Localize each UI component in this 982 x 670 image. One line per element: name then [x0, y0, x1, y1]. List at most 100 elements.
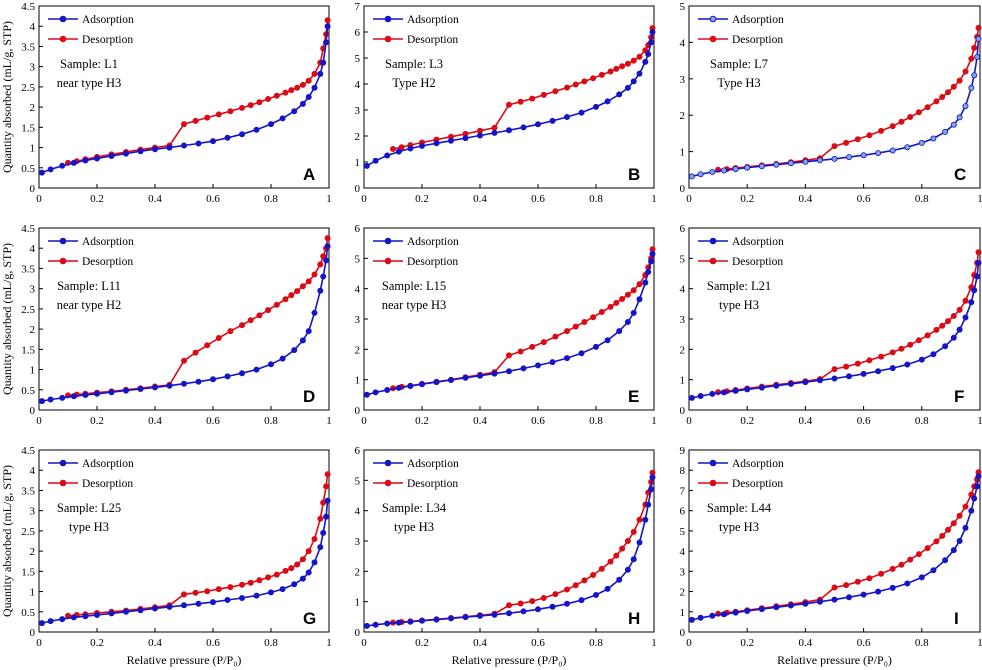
adsorption-point [744, 386, 751, 393]
x-tick-label: 0.8 [264, 193, 278, 205]
adsorption-point [47, 618, 54, 625]
y-tick-label: 1 [30, 587, 36, 599]
adsorption-point [462, 135, 469, 142]
adsorption-point [971, 72, 978, 79]
hysteresis-type-label: near type H2 [57, 298, 122, 312]
desorption-point [907, 556, 914, 563]
y-tick-label: 3 [30, 284, 36, 296]
desorption-point [878, 127, 885, 134]
y-tick-label: 4 [355, 79, 361, 91]
y-tick-label: 4.5 [21, 445, 35, 457]
adsorption-point [648, 39, 655, 46]
hysteresis-type-label: type H3 [719, 298, 759, 312]
desorption-point [945, 318, 952, 325]
adsorption-point [817, 377, 824, 384]
desorption-line [718, 252, 980, 393]
desorption-point [907, 114, 914, 121]
sample-label: Sample: L11 [57, 279, 121, 293]
desorption-point [282, 296, 289, 303]
adsorption-point [47, 166, 54, 173]
adsorption-point [70, 159, 77, 166]
adsorption-point [418, 617, 425, 624]
panel-letter: B [628, 165, 640, 184]
x-tick-label: 0.4 [148, 637, 162, 649]
adsorption-point [956, 538, 963, 545]
desorption-point [389, 145, 396, 152]
desorption-point [247, 579, 254, 586]
adsorption-point [875, 588, 882, 595]
desorption-point [889, 349, 896, 356]
adsorption-point [253, 126, 260, 133]
desorption-point [299, 81, 306, 88]
adsorption-point [253, 592, 260, 599]
adsorption-point [860, 370, 867, 377]
adsorption-point [433, 616, 440, 623]
adsorption-point [320, 59, 327, 66]
desorption-point [288, 565, 295, 572]
desorption-point [552, 591, 559, 598]
legend-adsorption-label: Adsorption [732, 14, 784, 26]
y-tick-label: 5 [680, 526, 686, 538]
desorption-point [924, 104, 931, 111]
adsorption-point [732, 609, 739, 616]
adsorption-point [324, 243, 331, 250]
adsorption-point [324, 23, 331, 30]
panel-letter: D [303, 387, 315, 406]
y-tick-label: 5 [355, 53, 361, 65]
adsorption-point [630, 78, 637, 85]
desorption-point [854, 360, 861, 367]
adsorption-point [889, 365, 896, 372]
desorption-point [581, 318, 588, 325]
sample-label: Sample: L25 [57, 501, 121, 515]
adsorption-point [363, 622, 370, 629]
adsorption-point [224, 373, 231, 380]
y-tick-label: 0.5 [21, 385, 35, 397]
x-tick-label: 0.6 [857, 415, 871, 427]
x-tick-label: 0.4 [148, 193, 162, 205]
desorption-point [854, 136, 861, 143]
adsorption-point [802, 158, 809, 165]
desorption-point [288, 87, 295, 94]
desorption-point [517, 600, 524, 607]
y-tick-label: 3 [30, 506, 36, 518]
adsorption-point [630, 556, 637, 563]
adsorption-point [491, 611, 498, 618]
desorption-point [866, 575, 873, 582]
x-tick-label: 1 [651, 415, 657, 427]
legend-adsorption-label: Adsorption [407, 458, 459, 470]
x-tick-label: 0.4 [799, 415, 813, 427]
adsorption-point [817, 598, 824, 605]
adsorption-point [520, 608, 527, 615]
adsorption-point [773, 604, 780, 611]
legend-desorption-label: Desorption [407, 34, 458, 46]
adsorption-point [645, 51, 652, 58]
adsorption-point [975, 259, 982, 266]
adsorption-point [535, 606, 542, 613]
adsorption-point [317, 70, 324, 77]
desorption-point [529, 598, 536, 605]
adsorption-point [831, 375, 838, 382]
adsorption-point [372, 621, 379, 628]
adsorption-point [180, 380, 187, 387]
adsorption-point [616, 91, 623, 98]
hysteresis-type-label: type H3 [394, 520, 434, 534]
desorption-point [642, 47, 649, 54]
panel-letter: E [628, 387, 639, 406]
adsorption-point [630, 309, 637, 316]
adsorption-point [151, 384, 158, 391]
adsorption-point [305, 569, 312, 576]
adsorption-point [962, 524, 969, 531]
adsorption-point [311, 309, 318, 316]
desorption-point [227, 584, 234, 591]
adsorption-point [123, 387, 130, 394]
adsorption-point [636, 296, 643, 303]
adsorption-point [831, 155, 838, 162]
x-tick-label: 1 [651, 637, 657, 649]
desorption-point [939, 322, 946, 329]
desorption-point [933, 98, 940, 105]
x-tick-label: 1 [977, 637, 982, 649]
adsorption-point [962, 314, 969, 321]
adsorption-point [616, 328, 623, 335]
adsorption-point [395, 148, 402, 155]
desorption-point [552, 88, 559, 95]
